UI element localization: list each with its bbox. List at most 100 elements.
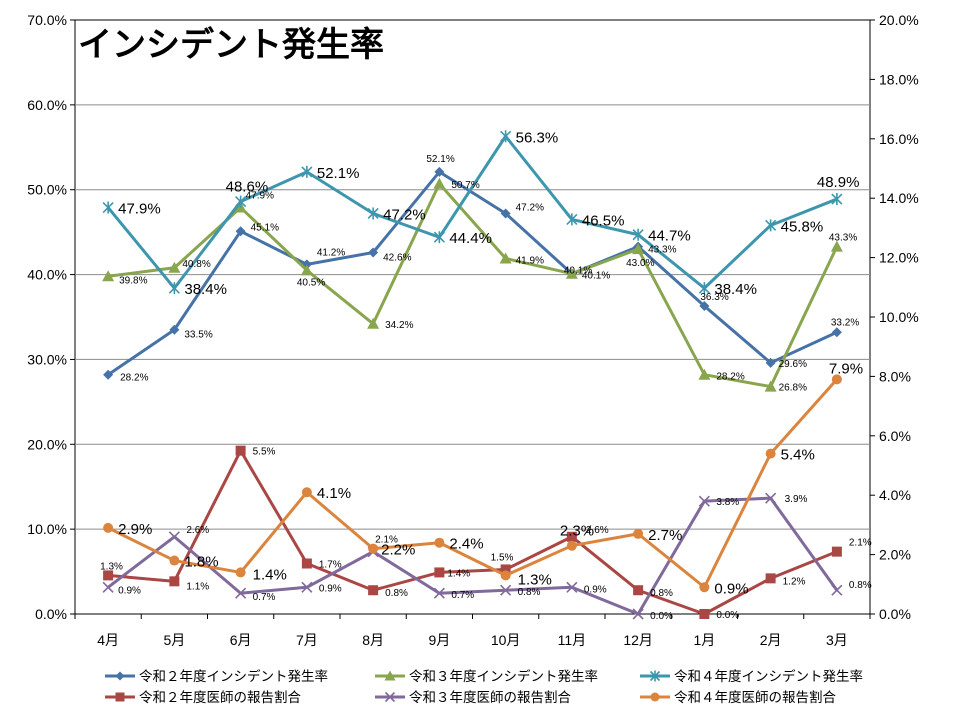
- data-label: 1.2%: [783, 576, 806, 587]
- data-point: [434, 166, 445, 177]
- data-label: 43.3%: [648, 245, 676, 256]
- data-point: [650, 692, 660, 702]
- data-point: [830, 240, 843, 252]
- data-point: [169, 555, 180, 566]
- data-point: [765, 357, 776, 368]
- data-label: 2.1%: [849, 538, 872, 549]
- data-point: [499, 252, 512, 264]
- data-label: 1.1%: [186, 581, 209, 592]
- data-point: [500, 584, 512, 596]
- data-label: 7.9%: [829, 360, 863, 377]
- data-label: 52.1%: [317, 165, 360, 182]
- data-point: [103, 570, 114, 581]
- data-label: 43.0%: [626, 258, 654, 269]
- x-tick-label: 9月: [428, 632, 450, 648]
- data-label: 0.0%: [716, 610, 739, 621]
- y2-tick-label: 0.0%: [879, 606, 911, 622]
- data-label: 34.2%: [385, 320, 413, 331]
- series: [103, 374, 842, 593]
- data-point: [168, 282, 180, 295]
- y-tick-label: 30.0%: [27, 351, 67, 367]
- title-background: [76, 21, 380, 67]
- data-point: [500, 564, 511, 575]
- y-tick-label: 10.0%: [27, 521, 67, 537]
- y2-tick-label: 12.0%: [879, 250, 919, 266]
- data-label: 2.9%: [118, 521, 152, 538]
- data-point: [765, 573, 776, 584]
- data-label: 0.0%: [650, 611, 673, 622]
- y2-tick-label: 6.0%: [879, 428, 911, 444]
- data-label: 52.1%: [426, 154, 454, 165]
- y2-tick-label: 2.0%: [879, 547, 911, 563]
- x-tick-label: 8月: [362, 632, 384, 648]
- data-label: 1.8%: [184, 554, 218, 571]
- data-point: [301, 581, 313, 593]
- data-label: 40.1%: [582, 271, 610, 282]
- y2-tick-label: 4.0%: [879, 487, 911, 503]
- series-line: [107, 449, 838, 616]
- data-label: 48.6%: [226, 179, 269, 196]
- data-point: [433, 587, 445, 599]
- legend-label: 令和４年度インシデント発生率: [674, 668, 863, 685]
- data-label: 2.7%: [648, 527, 682, 544]
- data-label: 48.9%: [817, 174, 860, 191]
- y-tick-label: 70.0%: [27, 12, 67, 28]
- data-label: 1.4%: [447, 568, 470, 579]
- data-point: [301, 487, 312, 498]
- data-point: [566, 213, 578, 226]
- data-label: 33.2%: [831, 317, 859, 328]
- data-label: 44.4%: [449, 230, 492, 247]
- data-point: [698, 282, 710, 295]
- data-label: 1.7%: [319, 560, 342, 571]
- data-label: 2.4%: [449, 536, 483, 553]
- series-line: [107, 378, 838, 589]
- x-tick-label: 4月: [97, 632, 119, 648]
- data-label: 0.7%: [253, 592, 276, 603]
- data-point: [368, 543, 379, 554]
- data-label: 26.8%: [779, 383, 807, 394]
- x-tick-label: 11月: [558, 632, 587, 648]
- data-point: [633, 585, 644, 596]
- data-label: 3.8%: [716, 497, 739, 508]
- data-point: [300, 264, 313, 276]
- data-point: [102, 270, 115, 282]
- data-point: [765, 448, 776, 459]
- y-tick-label: 40.0%: [27, 267, 67, 283]
- data-label: 0.8%: [385, 588, 408, 599]
- data-point: [168, 531, 180, 543]
- legend-label: 令和４年度医師の報告割合: [674, 689, 836, 706]
- data-label: 0.9%: [584, 584, 607, 595]
- data-point: [168, 261, 181, 273]
- data-point: [831, 327, 842, 338]
- data-point: [831, 374, 842, 385]
- data-label: 28.2%: [120, 373, 148, 384]
- y2-tick-label: 18.0%: [879, 71, 919, 87]
- legend-label: 令和３年度医師の報告割合: [409, 689, 571, 706]
- data-label: 1.5%: [491, 552, 514, 563]
- data-label: 40.1%: [564, 266, 592, 277]
- data-point: [367, 207, 379, 220]
- data-point: [699, 609, 710, 619]
- data-point: [632, 228, 644, 241]
- series: [102, 130, 843, 295]
- data-point: [235, 195, 247, 208]
- data-point: [301, 165, 313, 178]
- data-point: [698, 368, 711, 380]
- y2-tick-label: 10.0%: [879, 309, 919, 325]
- data-label: 47.2%: [383, 206, 426, 223]
- data-point: [566, 581, 578, 593]
- y2-tick-label: 8.0%: [879, 368, 911, 384]
- series-line: [106, 134, 838, 290]
- data-point: [565, 267, 578, 279]
- data-point: [434, 537, 445, 548]
- data-label: 45.1%: [251, 222, 279, 233]
- data-label: 41.9%: [516, 255, 544, 266]
- series: [102, 492, 843, 620]
- data-point: [235, 567, 246, 578]
- data-point: [102, 201, 114, 214]
- data-point: [115, 671, 125, 681]
- data-label: 47.9%: [246, 191, 274, 202]
- data-label: 1.3%: [518, 571, 552, 588]
